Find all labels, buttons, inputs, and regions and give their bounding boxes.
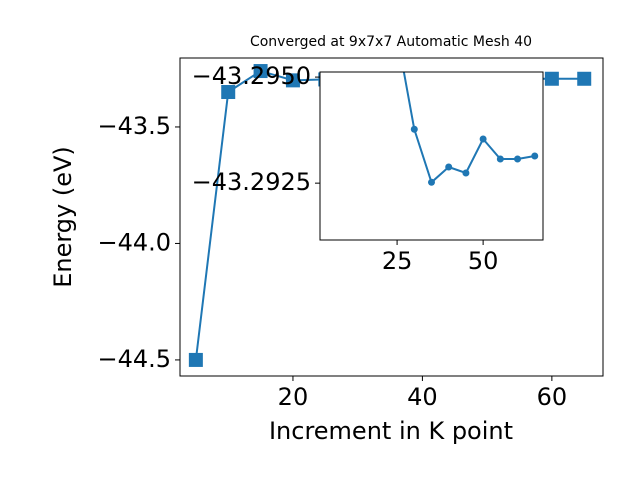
- data-point: [462, 169, 470, 177]
- x-tick-label: 20: [278, 383, 309, 411]
- plot-area: [402, 72, 539, 186]
- data-point: [496, 155, 504, 163]
- x-tick-label: 60: [537, 383, 568, 411]
- y-tick-label: −43.5: [97, 112, 171, 140]
- y-axis-label: Energy (eV): [49, 146, 77, 288]
- data-point: [445, 163, 453, 171]
- data-point: [221, 85, 236, 100]
- plot-frame: [319, 71, 544, 241]
- data-point: [285, 73, 300, 88]
- data-point: [253, 64, 268, 79]
- plot-frame: [179, 57, 604, 377]
- x-axis-label: Increment in K point: [269, 417, 513, 445]
- y-tick-label: −43.2950: [192, 62, 311, 90]
- x-tick-label: 40: [407, 383, 438, 411]
- data-point: [514, 155, 522, 163]
- data-point: [531, 152, 539, 160]
- x-tick-label: 50: [468, 247, 499, 275]
- chart-title: Converged at 9x7x7 Automatic Mesh 40: [250, 34, 532, 50]
- data-point: [577, 71, 592, 86]
- y-tick-label: −44.5: [97, 345, 171, 373]
- y-tick-label: −44.0: [97, 228, 171, 256]
- data-point: [410, 125, 418, 133]
- data-point: [479, 135, 487, 143]
- data-point: [188, 352, 203, 367]
- y-tick-label: −43.2925: [192, 168, 311, 196]
- data-point: [544, 71, 559, 86]
- data-point: [428, 178, 435, 186]
- plot-background: [320, 72, 543, 240]
- x-tick-label: 25: [382, 247, 413, 275]
